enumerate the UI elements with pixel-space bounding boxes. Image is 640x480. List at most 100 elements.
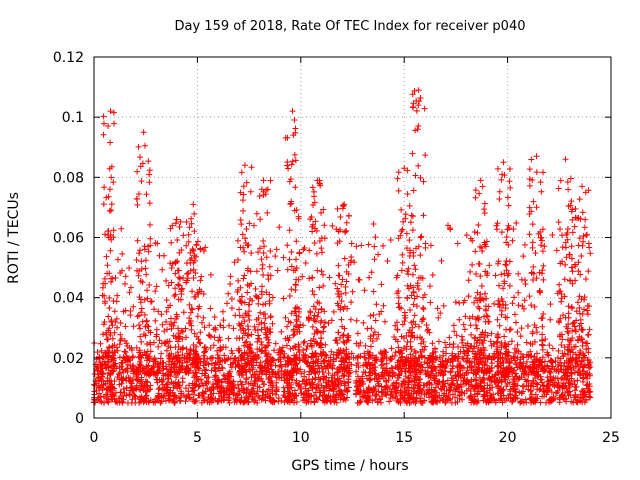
data-point	[405, 357, 412, 364]
data-point	[435, 338, 442, 345]
data-point	[454, 240, 461, 247]
data-point	[529, 239, 536, 246]
data-point	[422, 152, 429, 159]
data-point	[562, 156, 569, 163]
data-point	[415, 123, 422, 130]
data-point	[583, 232, 590, 239]
data-point	[334, 352, 341, 359]
data-point	[136, 250, 143, 257]
data-point	[212, 360, 219, 367]
data-point	[540, 262, 547, 269]
data-point	[334, 300, 341, 307]
data-point	[409, 271, 416, 278]
data-point	[410, 301, 417, 308]
data-point	[477, 291, 484, 298]
data-point	[200, 352, 207, 359]
data-point	[368, 325, 375, 332]
data-point	[402, 211, 409, 218]
data-point	[147, 298, 154, 305]
data-point	[188, 220, 195, 227]
data-point	[496, 396, 503, 403]
data-point	[280, 295, 287, 302]
data-point	[110, 227, 117, 234]
data-point	[585, 345, 592, 352]
data-point	[336, 272, 343, 279]
data-point	[168, 264, 175, 271]
data-point	[536, 356, 543, 363]
data-point	[463, 387, 470, 394]
data-point	[151, 306, 158, 313]
data-point	[501, 333, 508, 340]
data-point	[403, 399, 410, 406]
data-point	[193, 361, 200, 368]
data-point	[442, 368, 449, 375]
data-point	[440, 302, 447, 309]
data-point	[576, 196, 583, 203]
data-point	[313, 250, 320, 257]
data-point	[189, 288, 196, 295]
data-point	[428, 393, 435, 400]
data-point	[147, 382, 154, 389]
data-point	[141, 142, 148, 149]
data-point	[253, 316, 260, 323]
data-point	[309, 384, 316, 391]
data-point	[296, 249, 303, 256]
data-point	[197, 340, 204, 347]
data-point	[277, 362, 284, 369]
data-point	[216, 378, 223, 385]
data-point	[342, 283, 349, 290]
data-point	[499, 298, 506, 305]
data-point	[502, 376, 509, 383]
data-point	[238, 300, 245, 307]
data-point	[390, 380, 397, 387]
data-point	[135, 191, 142, 198]
data-point	[398, 382, 405, 389]
data-point	[281, 388, 288, 395]
data-point	[378, 281, 385, 288]
data-point	[242, 339, 249, 346]
data-point	[288, 161, 295, 168]
data-point	[141, 311, 148, 318]
data-point	[163, 347, 170, 354]
data-point	[325, 395, 332, 402]
data-point	[369, 352, 376, 359]
data-point	[224, 374, 231, 381]
data-point	[515, 302, 522, 309]
data-point	[574, 369, 581, 376]
data-point	[513, 370, 520, 377]
data-point	[472, 187, 479, 194]
data-point	[266, 328, 273, 335]
data-point	[182, 385, 189, 392]
data-point	[395, 363, 402, 370]
data-point	[117, 331, 124, 338]
data-point	[410, 187, 417, 194]
data-point	[494, 316, 501, 323]
data-point	[542, 336, 549, 343]
data-point	[347, 316, 354, 323]
data-point	[495, 350, 502, 357]
data-point	[141, 246, 148, 253]
data-point	[284, 334, 291, 341]
data-point	[158, 350, 165, 357]
data-point	[577, 347, 584, 354]
data-point	[575, 268, 582, 275]
data-point	[315, 380, 322, 387]
data-point	[137, 368, 144, 375]
data-point	[344, 388, 351, 395]
data-point	[519, 303, 526, 310]
data-point	[583, 340, 590, 347]
data-point	[261, 320, 268, 327]
data-point	[533, 169, 540, 176]
data-point	[197, 329, 204, 336]
data-point	[538, 188, 545, 195]
data-point	[575, 242, 582, 249]
data-point	[144, 287, 151, 294]
data-point	[166, 321, 173, 328]
data-point	[153, 331, 160, 338]
data-point	[100, 381, 107, 388]
data-point	[585, 356, 592, 363]
data-point	[586, 244, 593, 251]
data-point	[510, 226, 517, 233]
data-point	[335, 329, 342, 336]
data-point	[386, 398, 393, 405]
